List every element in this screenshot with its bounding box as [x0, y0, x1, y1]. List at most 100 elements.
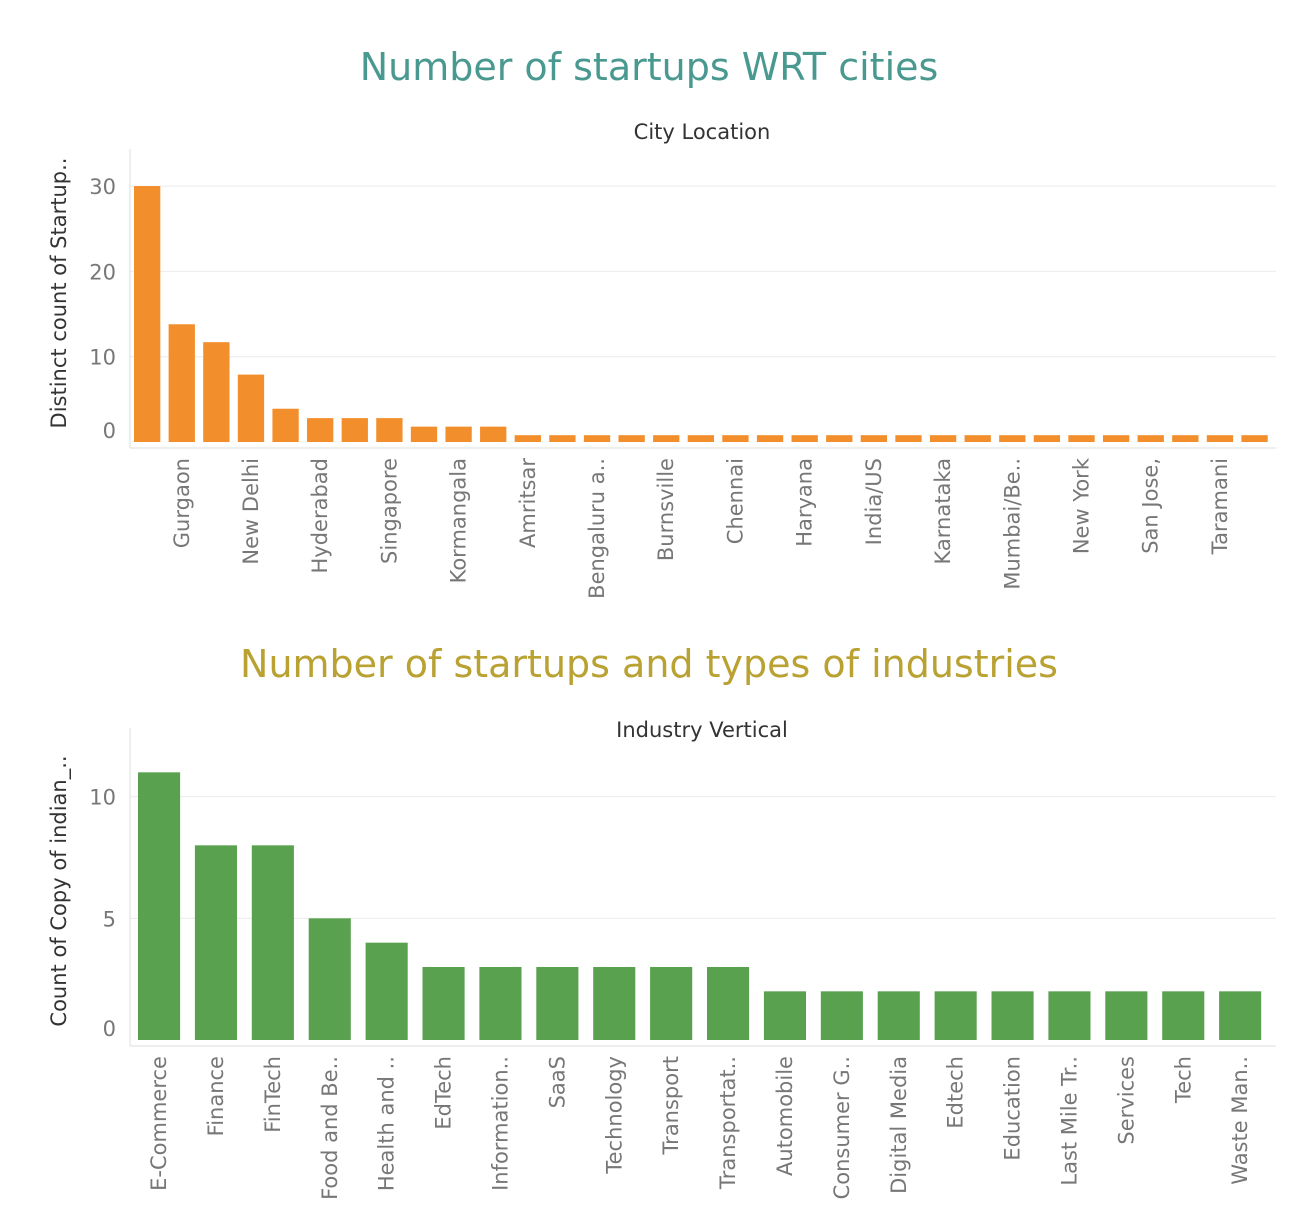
bar[interactable]: [1105, 991, 1148, 1040]
bar[interactable]: [929, 435, 957, 442]
x-tick-label: Burnsville: [654, 458, 678, 561]
industry-chart-header: Industry Vertical: [616, 718, 788, 742]
bar[interactable]: [593, 967, 636, 1040]
bar[interactable]: [194, 845, 238, 1040]
bar[interactable]: [895, 435, 922, 442]
y-tick-label: 10: [89, 786, 116, 810]
bar[interactable]: [134, 186, 161, 442]
bar[interactable]: [1241, 435, 1268, 442]
x-tick-label: Karnataka: [931, 458, 955, 564]
bar[interactable]: [934, 991, 977, 1040]
bar[interactable]: [410, 426, 438, 442]
x-tick-label: New Delhi: [239, 458, 263, 565]
x-tick-label: Education: [1001, 1056, 1025, 1161]
x-tick-label: Gurgaon: [170, 458, 194, 548]
bar[interactable]: [964, 435, 991, 442]
bar[interactable]: [1162, 991, 1205, 1040]
bar[interactable]: [549, 435, 576, 442]
x-tick-label: Information..: [488, 1056, 512, 1191]
industry-chart-y-axis: 0 5 10: [89, 728, 131, 1046]
bar[interactable]: [687, 435, 714, 442]
city-chart-x-axis: Gurgaon New Delhi Hyderabad Singapore Korman…: [130, 447, 1276, 599]
x-tick-label: Last Mile Tr..: [1057, 1056, 1081, 1186]
y-tick-label: 5: [103, 907, 116, 931]
bar[interactable]: [1033, 435, 1061, 442]
bar[interactable]: [860, 435, 888, 442]
x-tick-label: E-Commerce: [147, 1056, 171, 1191]
bar[interactable]: [203, 342, 230, 442]
bar[interactable]: [618, 435, 645, 442]
bar[interactable]: [536, 967, 579, 1040]
x-tick-label: Bengaluru a..: [585, 458, 609, 599]
bar[interactable]: [308, 918, 351, 1040]
x-tick-label: Hyderabad: [308, 458, 332, 574]
bar[interactable]: [763, 991, 807, 1040]
bar[interactable]: [514, 435, 541, 442]
x-tick-label: FinTech: [261, 1056, 285, 1133]
industry-chart-bars: [138, 772, 1262, 1040]
city-chart-y-axis: 0 10 20 30: [89, 149, 131, 448]
y-tick-label: 30: [89, 175, 116, 199]
x-tick-label: Chennai: [723, 458, 747, 544]
bar[interactable]: [445, 426, 472, 442]
x-tick-label: Transport: [659, 1056, 683, 1156]
bar[interactable]: [237, 374, 265, 442]
bar[interactable]: [480, 426, 507, 442]
bar[interactable]: [307, 418, 334, 442]
bar[interactable]: [341, 418, 368, 442]
x-tick-label: Waste Man..: [1228, 1056, 1252, 1185]
industry-chart-x-axis: E-Commerce Finance FinTech Food and Be.. Hea…: [130, 1045, 1276, 1200]
bar[interactable]: [376, 418, 403, 442]
bar[interactable]: [650, 967, 693, 1040]
city-chart-gridlines: [130, 185, 1276, 358]
y-tick-label: 10: [89, 346, 116, 370]
x-tick-label: Kormangala: [447, 458, 471, 583]
bar[interactable]: [991, 991, 1034, 1040]
bar[interactable]: [272, 408, 299, 442]
y-tick-label: 20: [89, 260, 116, 284]
bar[interactable]: [583, 435, 611, 442]
bar[interactable]: [365, 942, 408, 1040]
y-tick-label: 0: [103, 419, 116, 443]
bar[interactable]: [999, 435, 1026, 442]
bar[interactable]: [1048, 991, 1091, 1040]
bar[interactable]: [653, 435, 680, 442]
bar[interactable]: [1206, 435, 1234, 442]
industry-chart-ylabel: Count of Copy of indian_..: [47, 755, 72, 1026]
industry-chart: Number of startups and types of industri…: [47, 642, 1276, 1200]
bar[interactable]: [1172, 435, 1199, 442]
bar[interactable]: [707, 967, 750, 1040]
bar[interactable]: [877, 991, 920, 1040]
x-tick-label: Haryana: [793, 458, 817, 547]
x-tick-label: Finance: [204, 1056, 228, 1136]
bar[interactable]: [756, 435, 784, 442]
x-tick-label: San Jose,: [1139, 458, 1163, 554]
bar[interactable]: [251, 845, 294, 1040]
bar[interactable]: [791, 435, 818, 442]
x-tick-label: Edtech: [944, 1056, 968, 1129]
bar[interactable]: [1068, 435, 1095, 442]
x-tick-label: New York: [1070, 457, 1094, 554]
x-tick-label: India/US: [862, 458, 886, 545]
bar[interactable]: [168, 324, 195, 442]
x-tick-label: Consumer G..: [830, 1056, 854, 1199]
x-tick-label: Transportat..: [716, 1056, 740, 1190]
x-tick-label: Digital Media: [887, 1056, 911, 1194]
industry-chart-gridlines: [130, 796, 1276, 919]
x-tick-label: Technology: [602, 1056, 626, 1175]
city-chart-ylabel: Distinct count of Startup..: [47, 158, 71, 429]
x-tick-label: EdTech: [432, 1056, 456, 1130]
x-tick-label: Taramani: [1208, 458, 1232, 555]
bar[interactable]: [1137, 435, 1164, 442]
bar[interactable]: [422, 967, 465, 1040]
bar[interactable]: [479, 967, 522, 1040]
bar[interactable]: [1102, 435, 1130, 442]
city-chart-bars: [134, 186, 1268, 442]
bar[interactable]: [826, 435, 853, 442]
bar[interactable]: [1219, 991, 1262, 1040]
bar[interactable]: [138, 772, 181, 1040]
bar[interactable]: [820, 991, 863, 1040]
bar[interactable]: [722, 435, 749, 442]
x-tick-label: Health and ..: [375, 1056, 399, 1191]
